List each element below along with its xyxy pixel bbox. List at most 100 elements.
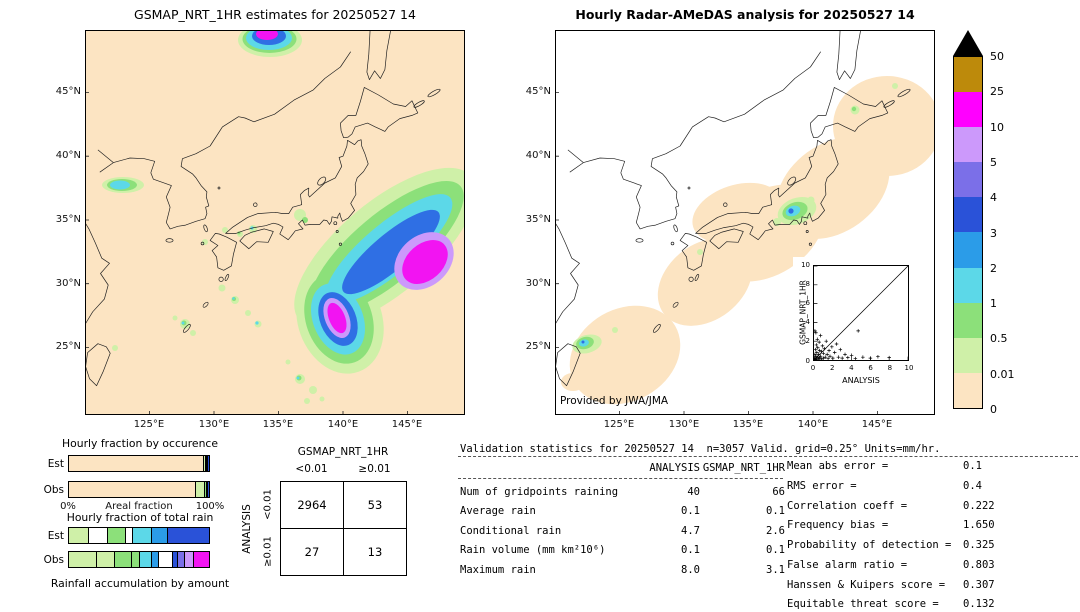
colorbar: 50 25 10 5 4 3 2 1 0.5 0.01 0 xyxy=(953,30,1078,416)
scatter-point xyxy=(834,342,839,346)
contingency-col-group: GSMAP_NRT_1HR xyxy=(297,446,389,458)
occurrence-est-label: Est xyxy=(47,458,64,470)
scatter-point xyxy=(821,351,826,356)
right-map-title: Hourly Radar-AMeDAS analysis for 2025052… xyxy=(575,7,915,22)
left-lon-130: 130°E xyxy=(198,419,230,430)
scatter-point xyxy=(818,354,823,359)
bar-segment xyxy=(133,528,152,543)
bar-segment xyxy=(208,456,209,471)
bar-segment xyxy=(185,552,194,567)
inset-y-tick-label: 4 xyxy=(805,318,810,327)
scatter-point xyxy=(820,344,825,348)
scatter-point xyxy=(817,356,822,360)
scatter-point xyxy=(814,347,818,352)
coast-sakhalin xyxy=(366,30,392,81)
bar-segment xyxy=(140,552,152,567)
contingency-cell-10: 27 xyxy=(281,529,344,576)
divider-header xyxy=(458,478,783,479)
scatter-point xyxy=(832,350,837,355)
coast-shikoku xyxy=(239,228,274,250)
colorbar-tick-label: 1 xyxy=(990,297,997,311)
scatter-point xyxy=(822,346,827,351)
stat-label: False alarm ratio = xyxy=(787,559,908,571)
totalrain-caption: Rainfall accumulation by amount xyxy=(50,577,230,590)
validation-header-gsmap: GSMAP_NRT_1HR xyxy=(702,462,785,474)
inset-scatter-svg xyxy=(813,265,909,361)
credit-text: Provided by JWA/JMA xyxy=(560,395,669,407)
areal-axis-0: 0% xyxy=(60,501,76,512)
inset-x-tick-label: 2 xyxy=(829,364,835,372)
contingency-grid: 2964 53 27 13 xyxy=(280,481,407,576)
stat-label: RMS error = xyxy=(787,480,857,492)
validation-row-gsmap: 66 xyxy=(772,486,785,498)
inset-xlabel: ANALYSIS xyxy=(842,376,880,385)
contingency-cell-11: 13 xyxy=(344,529,407,576)
colorbar-segment xyxy=(954,232,982,268)
stat-label: Frequency bias = xyxy=(787,519,889,531)
scatter-point xyxy=(814,354,818,359)
colorbar-tick-label: 50 xyxy=(990,50,1004,63)
colorbar-tick-label: 0.5 xyxy=(990,332,1008,346)
scatter-point xyxy=(817,340,821,344)
right-lat-30: 30°N xyxy=(525,278,551,289)
scatter-point xyxy=(823,355,828,359)
bar-segment xyxy=(196,482,205,497)
scatter-point xyxy=(815,350,819,355)
inset-y-tick-label: 0 xyxy=(805,356,810,365)
map-frame xyxy=(85,30,465,415)
right-lat-40: 40°N xyxy=(525,150,551,161)
scatter-point xyxy=(815,355,820,359)
stat-line: Equitable threat score = 0.132 xyxy=(787,598,1079,610)
validation-row-analysis: 0.1 xyxy=(681,544,700,556)
bar-segment xyxy=(151,552,159,567)
colorbar-tick-label: 2 xyxy=(990,261,997,275)
validation-row-label: Average rain xyxy=(460,505,536,517)
colorbar-tick-label: 0 xyxy=(990,403,997,416)
bar-segment xyxy=(108,528,127,543)
totalrain-obs-bar xyxy=(68,551,210,568)
scatter-point xyxy=(825,352,829,357)
colorbar-segment xyxy=(954,372,982,408)
colorbar-segment xyxy=(954,57,982,93)
inset-scatter-panel: GSMAP_NRT_1HR 0 0 2 2 4 4 6 6 8 8 10 10 ANALYSIS xyxy=(793,257,933,404)
scatter-point xyxy=(819,349,824,354)
bar-segment xyxy=(126,528,134,543)
colorbar-segment xyxy=(954,92,982,128)
coast-hokkaido xyxy=(340,87,419,139)
scatter-point xyxy=(838,347,843,352)
validation-row-analysis: 8.0 xyxy=(681,564,700,576)
bar-segment xyxy=(158,552,173,567)
bar-segment xyxy=(172,552,179,567)
bar-segment xyxy=(151,528,169,543)
left-lon-125: 125°E xyxy=(133,419,165,430)
bar-segment xyxy=(193,552,209,567)
bar-segment xyxy=(206,456,208,471)
validation-row-label: Conditional rain xyxy=(460,525,562,537)
colorbar-segment xyxy=(954,197,982,233)
stat-label: Probability of detection = xyxy=(787,539,952,551)
validation-row-label: Num of gridpoints raining xyxy=(460,486,619,498)
colorbar-tick-label: 4 xyxy=(990,191,997,205)
colorbar-tick-label: 5 xyxy=(990,155,997,169)
colorbar-segment xyxy=(954,267,982,303)
left-lon-145: 145°E xyxy=(391,419,423,430)
right-lat-25: 25°N xyxy=(525,341,551,352)
left-lat-25: 25°N xyxy=(55,341,81,352)
validation-row-gsmap: 3.1 xyxy=(766,564,785,576)
stat-line: RMS error = 0.4 xyxy=(787,480,1079,492)
left-lat-40: 40°N xyxy=(55,150,81,161)
right-lat-35: 35°N xyxy=(525,214,551,225)
scatter-point xyxy=(830,345,834,349)
gsmap-rain-blobs xyxy=(102,30,465,404)
stat-value: 0.4 xyxy=(963,480,982,492)
stat-label: Correlation coeff = xyxy=(787,500,908,512)
stat-label: Equitable threat score = xyxy=(787,598,939,610)
bar-segment xyxy=(168,528,209,543)
coast-taiwan xyxy=(85,343,111,387)
inset-y-tick-label: 2 xyxy=(805,337,810,346)
colorbar-tick-label: 10 xyxy=(990,120,1004,134)
areal-axis-label: Areal fraction xyxy=(105,501,173,512)
stat-label: Hanssen & Kuipers score = xyxy=(787,579,946,591)
colorbar-segment xyxy=(954,302,982,338)
right-lon-140: 140°E xyxy=(797,419,829,430)
